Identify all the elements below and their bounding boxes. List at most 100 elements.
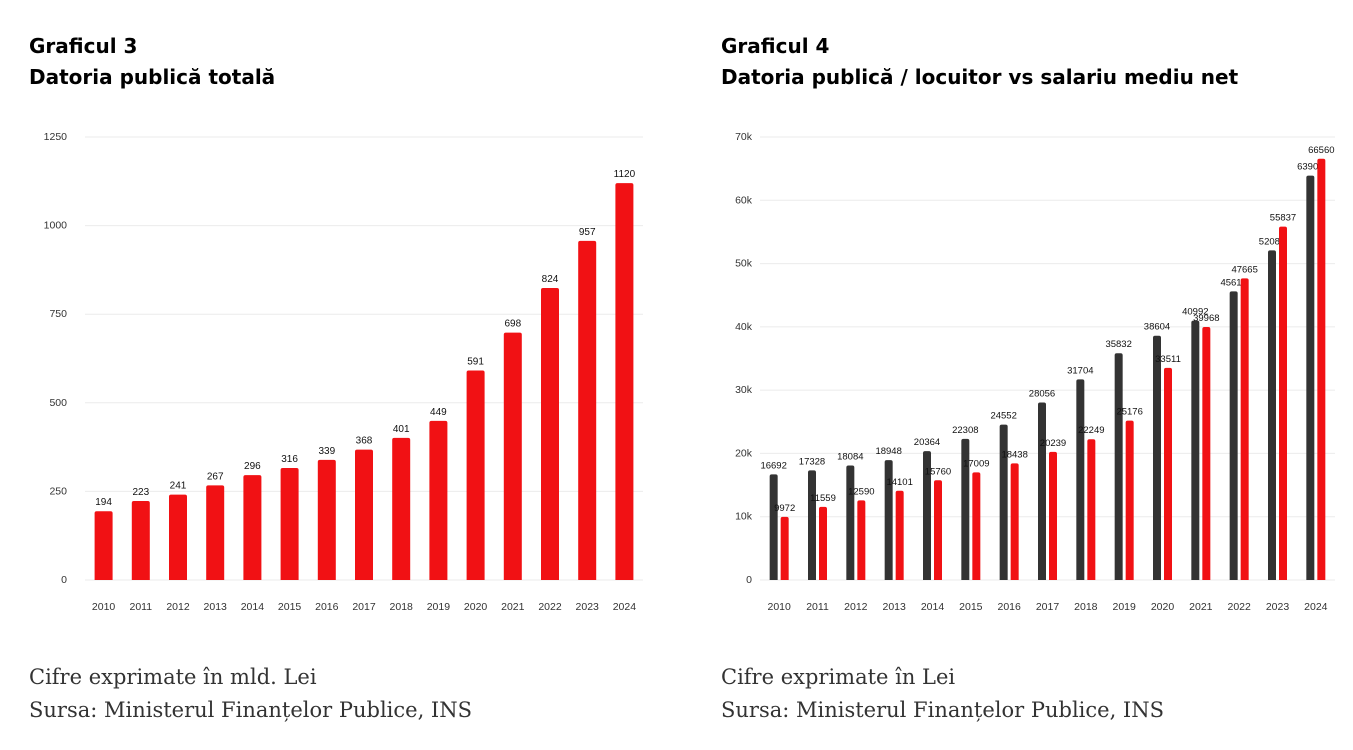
x-tick-label: 2016 xyxy=(997,601,1021,613)
bar xyxy=(1268,250,1276,580)
x-tick-label: 2012 xyxy=(166,601,190,613)
data-label: 47665 xyxy=(1231,264,1257,275)
chart-titles: Graficul 4 Datoria publică / locuitor vs… xyxy=(721,31,1238,93)
x-tick-label: 2023 xyxy=(576,601,600,613)
chart-titles: Graficul 3 Datoria publică totală xyxy=(29,31,275,93)
data-label: 55837 xyxy=(1270,213,1296,224)
bar xyxy=(1038,402,1046,580)
x-tick-label: 2012 xyxy=(844,601,868,613)
y-tick-label: 50k xyxy=(735,258,753,270)
y-tick-label: 0 xyxy=(61,574,67,586)
data-label: 35832 xyxy=(1105,339,1131,350)
bar xyxy=(503,332,522,580)
bar-chart-debt-vs-salary: 0 10k 20k 30k 40k 50k 60k 70k 2010 16692 9972 2011 1… xyxy=(735,131,1335,613)
bar xyxy=(578,240,597,580)
bar xyxy=(972,472,981,580)
data-label: 17009 xyxy=(963,458,989,469)
bar xyxy=(1240,278,1249,580)
source-note: Sursa: Ministerul Finanțelor Publice, IN… xyxy=(29,698,472,722)
data-label: 20364 xyxy=(914,437,940,448)
x-tick-label: 2018 xyxy=(390,601,414,613)
x-tick-label: 2019 xyxy=(427,601,451,613)
x-tick-label: 2010 xyxy=(767,601,791,613)
x-tick-label: 2014 xyxy=(921,601,945,613)
x-tick-label: 2021 xyxy=(1189,601,1213,613)
x-tick-label: 2023 xyxy=(1266,601,1290,613)
x-tick-label: 2024 xyxy=(613,601,637,613)
bar xyxy=(1087,439,1096,580)
bar xyxy=(923,451,931,580)
x-tick-label: 2022 xyxy=(538,601,562,613)
bar xyxy=(769,474,778,580)
bar xyxy=(934,480,942,580)
bar xyxy=(615,183,634,580)
bar xyxy=(857,500,866,580)
data-label: 449 xyxy=(430,407,447,418)
data-label: 316 xyxy=(281,454,298,465)
bar xyxy=(808,470,816,580)
x-tick-label: 2010 xyxy=(92,601,116,613)
chart-title: Datoria publică totală xyxy=(29,65,276,89)
bar xyxy=(169,494,187,580)
data-label: 368 xyxy=(356,436,373,447)
x-tick-label: 2015 xyxy=(959,601,983,613)
bar xyxy=(1164,367,1172,580)
x-tick-label: 2011 xyxy=(130,601,153,613)
bar xyxy=(1191,320,1200,580)
bar xyxy=(961,438,970,580)
y-tick-label: 500 xyxy=(49,397,67,409)
data-label: 31704 xyxy=(1067,365,1093,376)
chart-title: Datoria publică / locuitor vs salariu me… xyxy=(721,65,1239,89)
x-tick-label: 2019 xyxy=(1112,601,1136,613)
data-label: 14101 xyxy=(886,477,912,488)
y-tick-label: 30k xyxy=(735,384,753,396)
bar xyxy=(819,506,827,580)
bar xyxy=(1076,379,1085,580)
bar xyxy=(999,424,1008,580)
x-tick-label: 2016 xyxy=(315,601,339,613)
y-tick-label: 70k xyxy=(735,131,753,143)
data-label: 45612 xyxy=(1220,277,1246,288)
data-label: 18084 xyxy=(837,452,863,463)
y-tick-label: 250 xyxy=(49,485,67,497)
source-note: Sursa: Ministerul Finanțelor Publice, IN… xyxy=(721,698,1164,722)
data-label: 22249 xyxy=(1078,425,1104,436)
chart-heading: Graficul 4 xyxy=(721,34,830,58)
data-label: 22308 xyxy=(952,425,978,436)
data-label: 17328 xyxy=(799,456,825,467)
data-label: 63900 xyxy=(1297,162,1323,173)
data-label: 241 xyxy=(170,481,187,492)
chart-notes: Cifre exprimate în mld. Lei Sursa: Minis… xyxy=(29,661,472,727)
data-label: 66560 xyxy=(1308,145,1334,156)
data-label: 957 xyxy=(579,227,596,238)
data-label: 18948 xyxy=(875,446,901,457)
y-tick-label: 20k xyxy=(735,447,753,459)
bar xyxy=(1010,463,1019,580)
y-tick-label: 10k xyxy=(735,511,753,523)
bar xyxy=(1229,291,1238,580)
data-label: 28056 xyxy=(1029,388,1055,399)
x-tick-label: 2017 xyxy=(1036,601,1060,613)
bar xyxy=(895,490,904,580)
x-tick-label: 2014 xyxy=(241,601,265,613)
x-tick-label: 2015 xyxy=(278,601,302,613)
y-tick-label: 750 xyxy=(49,308,67,320)
x-tick-label: 2018 xyxy=(1074,601,1098,613)
bar xyxy=(429,420,448,580)
x-tick-label: 2017 xyxy=(352,601,376,613)
bar xyxy=(846,465,855,580)
bar xyxy=(317,459,336,580)
data-label: 38604 xyxy=(1144,322,1170,333)
y-tick-label: 60k xyxy=(735,194,753,206)
data-label: 40992 xyxy=(1182,307,1208,318)
x-tick-label: 2020 xyxy=(1151,601,1175,613)
x-tick-label: 2013 xyxy=(204,601,228,613)
bar xyxy=(884,460,893,580)
bar xyxy=(1114,353,1123,580)
bar-chart-total-debt: 0 250 500 750 1000 1250 2010 194 2011 223 2012 241 2… xyxy=(44,131,643,613)
bar xyxy=(1306,175,1315,580)
data-label: 15760 xyxy=(925,466,951,477)
bar xyxy=(1125,420,1134,580)
chart-panel-debt-total: Graficul 3 Datoria publică totală 0 250 50… xyxy=(29,0,669,750)
bar xyxy=(466,370,485,580)
